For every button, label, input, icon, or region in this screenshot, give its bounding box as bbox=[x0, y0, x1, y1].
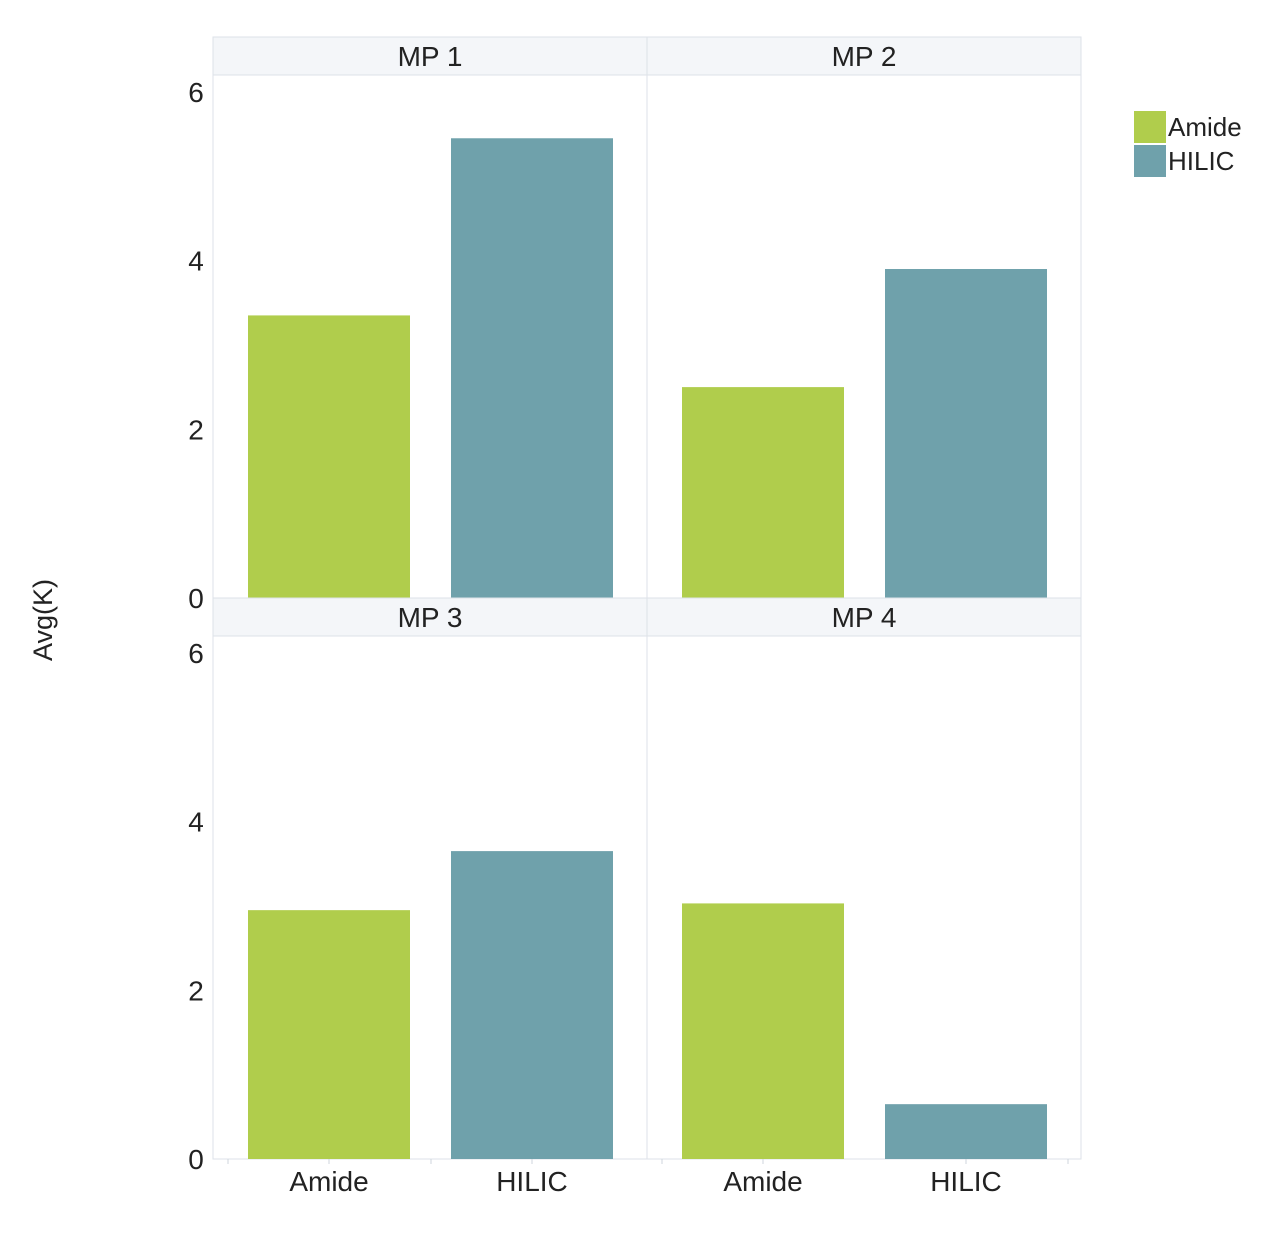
panel-mp-4-bar-hilic bbox=[885, 1104, 1047, 1159]
legend-label-amide: Amide bbox=[1168, 111, 1242, 142]
panel-mp-1-bar-amide bbox=[248, 315, 410, 598]
panel-mp-2-bar-amide bbox=[682, 387, 844, 598]
panel-mp-4-strip bbox=[646, 597, 1082, 637]
y-tick-label: 2 bbox=[188, 414, 204, 445]
legend-label-hilic: HILIC bbox=[1168, 145, 1235, 176]
panel-mp-2-strip bbox=[646, 36, 1082, 76]
x-tick-label: Amide bbox=[289, 1166, 368, 1197]
y-tick-label: 6 bbox=[188, 77, 204, 108]
panel-mp-3-bar-hilic bbox=[451, 851, 613, 1159]
legend-swatch-hilic bbox=[1134, 145, 1166, 177]
y-tick-label: 2 bbox=[188, 975, 204, 1006]
panel-mp-4-bar-amide bbox=[682, 903, 844, 1159]
x-tick-label: HILIC bbox=[930, 1166, 1002, 1197]
y-tick-label: 6 bbox=[188, 638, 204, 669]
panel-mp-2-bar-hilic bbox=[885, 269, 1047, 598]
panel-mp-1-strip bbox=[212, 36, 648, 76]
legend: Amide HILIC bbox=[1134, 110, 1242, 178]
y-tick-label: 0 bbox=[188, 1144, 204, 1175]
panel-mp-4-title: MP 4 bbox=[832, 602, 897, 633]
legend-item-hilic: HILIC bbox=[1134, 144, 1242, 178]
panel-mp-1-bar-hilic bbox=[451, 138, 613, 599]
y-tick-label: 0 bbox=[188, 583, 204, 614]
panel-mp-3-title: MP 3 bbox=[398, 602, 463, 633]
panel-mp-3-bar-amide bbox=[248, 910, 410, 1159]
x-tick-label: HILIC bbox=[496, 1166, 568, 1197]
y-tick-label: 4 bbox=[188, 807, 204, 838]
legend-item-amide: Amide bbox=[1134, 110, 1242, 144]
y-axis-title: Avg(K) bbox=[28, 579, 58, 661]
x-tick-label: Amide bbox=[723, 1166, 802, 1197]
panel-mp-1-title: MP 1 bbox=[398, 41, 463, 72]
legend-swatch-amide bbox=[1134, 111, 1166, 143]
y-tick-label: 4 bbox=[188, 246, 204, 277]
panel-mp-2-title: MP 2 bbox=[832, 41, 897, 72]
